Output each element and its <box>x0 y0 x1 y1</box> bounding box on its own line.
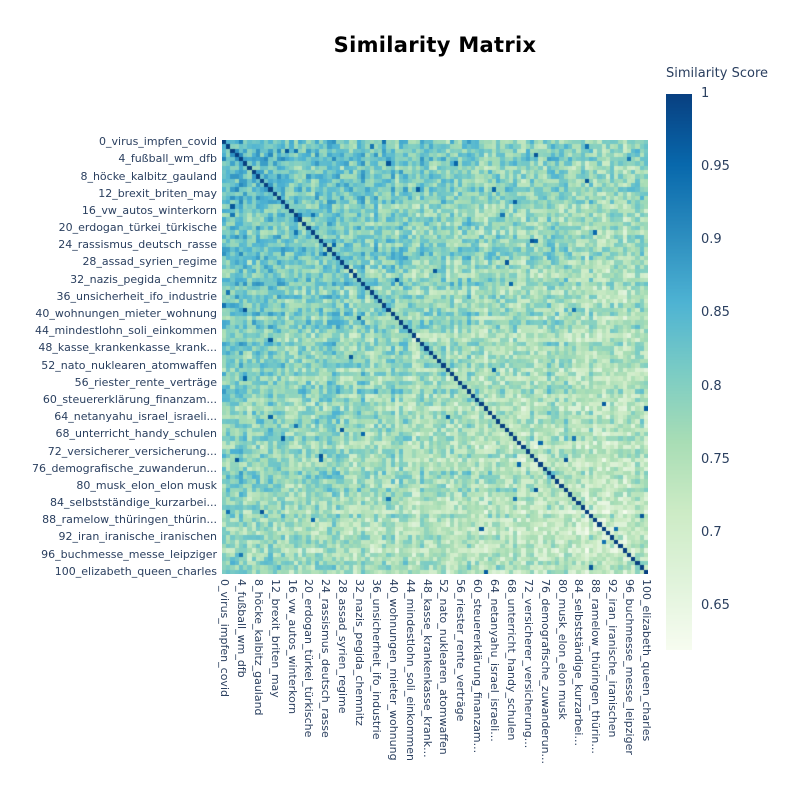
y-tick-label: 60_steuererklärung_finanzam... <box>42 392 217 406</box>
y-tick-label: 100_elizabeth_queen_charles <box>54 564 217 578</box>
x-tick-label: 76_demografische_zuwanderun... <box>538 579 552 765</box>
y-tick-label: 64_netanyahu_israel_israeli... <box>54 410 217 424</box>
y-tick-label: 92_iran_iranische_iranischen <box>58 530 218 544</box>
chart-title: Similarity Matrix <box>333 33 537 57</box>
y-tick-label: 16_vw_autos_winterkorn <box>81 203 217 217</box>
x-tick-label: 48_kasse_krankenkasse_krank... <box>420 579 434 758</box>
colorbar-tick-label: 0.75 <box>701 451 730 467</box>
y-tick-label: 12_brexit_briten_may <box>98 186 217 200</box>
x-tick-label: 64_netanyahu_israel_israeli... <box>488 579 502 742</box>
y-tick-label: 36_unsicherheit_ifo_industrie <box>56 289 217 303</box>
x-tick-label: 68_unterricht_handy_schulen <box>504 579 518 741</box>
colorbar-tick-label: 0.65 <box>701 598 730 614</box>
y-tick-label: 4_fußball_wm_dfb <box>118 152 217 166</box>
x-tick-label: 60_steuererklärung_finanzam... <box>471 579 485 754</box>
y-tick-label: 20_erdogan_türkei_türkische <box>58 221 217 235</box>
y-tick-label: 28_assad_syrien_regime <box>82 255 217 269</box>
x-tick-label: 28_assad_syrien_regime <box>336 579 350 714</box>
y-tick-label: 76_demografische_zuwanderun... <box>31 461 217 475</box>
y-tick-label: 88_ramelow_thüringen_thürin... <box>42 513 217 527</box>
x-tick-label: 44_mindestlohn_soli_einkommen <box>403 579 417 762</box>
y-tick-label: 56_riester_rente_verträge <box>74 375 217 389</box>
x-tick-label: 8_höcke_kalbitz_gauland <box>251 579 265 716</box>
y-tick-label: 52_nato_nuklearen_atomwaffen <box>41 358 217 372</box>
colorbar-tick-label: 1 <box>701 86 710 101</box>
y-tick-label: 0_virus_impfen_covid <box>99 135 217 149</box>
y-tick-label: 32_nazis_pegida_chemnitz <box>70 272 217 286</box>
x-tick-label: 80_musk_elon_elon musk <box>555 579 569 720</box>
colorbar-title: Similarity Score <box>666 66 769 81</box>
x-tick-label: 36_unsicherheit_ifo_industrie <box>369 579 383 740</box>
x-tick-label: 4_fußball_wm_dfb <box>234 579 248 678</box>
colorbar-tick-label: 0.85 <box>701 305 730 321</box>
x-tick-label: 100_elizabeth_queen_charles <box>639 579 653 742</box>
y-tick-label: 68_unterricht_handy_schulen <box>55 427 217 441</box>
x-tick-label: 56_riester_rente_verträge <box>454 579 468 722</box>
colorbar-tick-label: 0.8 <box>701 378 722 394</box>
x-tick-label: 92_iran_iranische_iranischen <box>606 579 620 738</box>
colorbar-gradient <box>666 94 692 650</box>
y-tick-label: 80_musk_elon_elon musk <box>76 478 217 492</box>
x-tick-label: 12_brexit_briten_may <box>268 579 282 698</box>
x-tick-label: 40_wohnungen_mieter_wohnung <box>386 579 400 761</box>
x-tick-label: 16_vw_autos_winterkorn <box>285 579 299 715</box>
x-tick-label: 0_virus_impfen_covid <box>218 579 232 697</box>
x-tick-label: 24_rassismus_deutsch_rasse <box>319 579 333 738</box>
y-tick-label: 72_versicherer_versicherung... <box>47 444 217 458</box>
colorbar-tick-label: 0.9 <box>701 232 722 248</box>
y-tick-label: 48_kasse_krankenkasse_krank... <box>38 341 217 355</box>
colorbar-tick-label: 0.7 <box>701 524 722 540</box>
y-tick-label: 40_wohnungen_mieter_wohnung <box>35 307 217 321</box>
y-tick-label: 24_rassismus_deutsch_rasse <box>58 238 217 252</box>
y-tick-label: 84_selbstständige_kurzarbei... <box>50 496 217 510</box>
y-tick-label: 8_höcke_kalbitz_gauland <box>80 169 217 183</box>
colorbar-tick-label: 0.95 <box>701 159 730 175</box>
x-tick-label: 96_buchmesse_messe_leipziger <box>623 579 637 755</box>
y-tick-label: 44_mindestlohn_soli_einkommen <box>34 324 217 338</box>
x-tick-label: 20_erdogan_türkei_türkische <box>302 579 316 738</box>
x-tick-label: 72_versicherer_versicherung... <box>521 579 535 749</box>
x-tick-label: 88_ramelow_thüringen_thürin... <box>589 579 603 754</box>
x-tick-label: 52_nato_nuklearen_atomwaffen <box>437 579 451 755</box>
x-tick-label: 84_selbstständige_kurzarbei... <box>572 579 586 746</box>
y-tick-label: 96_buchmesse_messe_leipziger <box>41 547 217 561</box>
heatmap-canvas[interactable] <box>222 140 648 574</box>
x-tick-label: 32_nazis_pegida_chemnitz <box>353 579 367 726</box>
